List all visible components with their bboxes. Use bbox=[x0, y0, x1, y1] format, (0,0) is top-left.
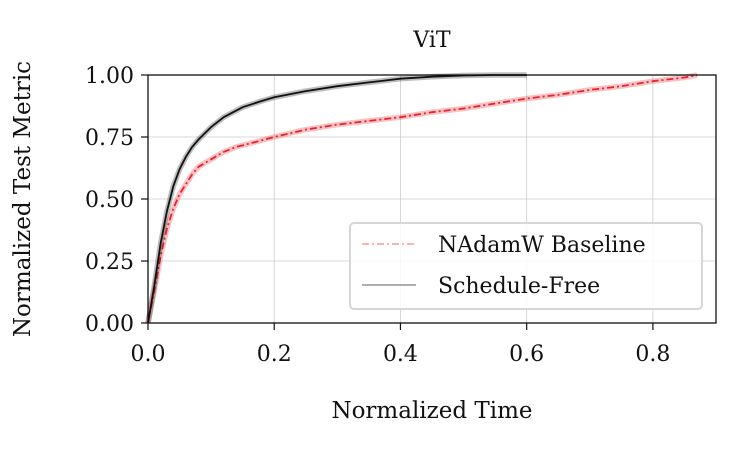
series-line-schedule-free bbox=[147, 74, 527, 324]
x-tick-label: 0.4 bbox=[383, 342, 418, 367]
x-axis-label: Normalized Time bbox=[331, 398, 532, 424]
x-tick-label: 0.2 bbox=[257, 342, 292, 367]
y-tick-label: 0.75 bbox=[85, 126, 134, 151]
y-tick-label: 0.25 bbox=[85, 250, 134, 275]
y-tick-label: 0.50 bbox=[85, 188, 134, 213]
legend-box bbox=[349, 222, 703, 310]
legend: NAdamW Baseline Schedule-Free bbox=[349, 222, 703, 310]
x-axis-ticks: 0.0 0.2 0.4 0.6 0.8 bbox=[131, 323, 670, 367]
y-axis-label: Normalized Test Metric bbox=[10, 61, 36, 337]
legend-label-nadamw: NAdamW Baseline bbox=[438, 233, 646, 258]
y-tick-label: 0.00 bbox=[85, 312, 134, 337]
series-line-nadamw-baseline bbox=[147, 74, 698, 324]
y-axis-ticks: 0.00 0.25 0.50 0.75 1.00 bbox=[85, 64, 148, 337]
x-tick-label: 0.8 bbox=[635, 342, 670, 367]
legend-label-schedule-free: Schedule-Free bbox=[438, 274, 600, 299]
chart-title: ViT bbox=[412, 28, 451, 53]
x-tick-label: 0.0 bbox=[131, 342, 166, 367]
x-tick-label: 0.6 bbox=[509, 342, 544, 367]
y-tick-label: 1.00 bbox=[85, 64, 134, 89]
series-layer bbox=[145, 72, 698, 324]
